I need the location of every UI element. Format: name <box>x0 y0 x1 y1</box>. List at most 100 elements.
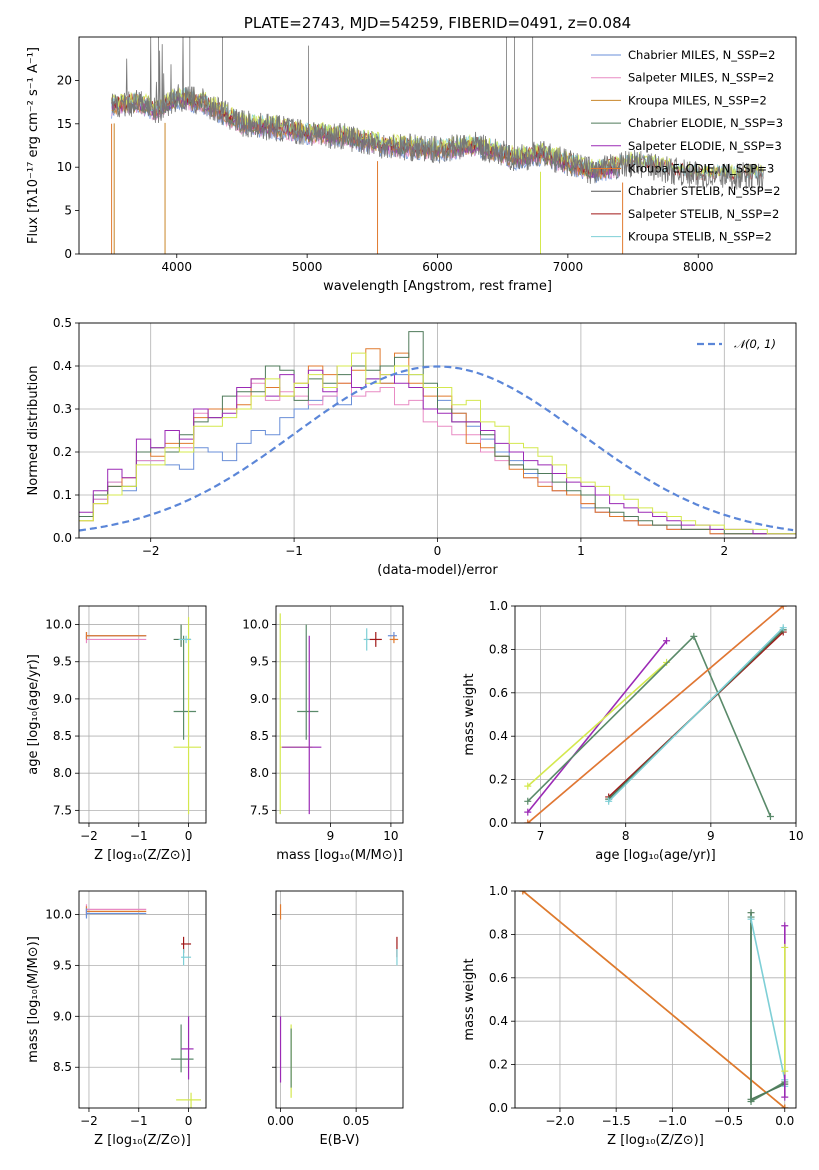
weight-marker <box>605 797 613 805</box>
axes-frame <box>78 890 207 1109</box>
legend-label: Kroupa MILES, N_SSP=2 <box>628 93 767 107</box>
x-axis-label: age [log₁₀(age/yr)] <box>595 848 716 863</box>
axes-frame <box>78 36 797 255</box>
errorbar-point <box>85 635 147 644</box>
errorbar-points <box>85 904 202 1108</box>
errorbar-point <box>173 617 202 815</box>
weight-series-line <box>527 661 668 787</box>
x-tick-label: 10 <box>383 829 398 843</box>
x-tick-label: 9 <box>707 829 715 843</box>
x-axis-label: Z [log₁₀(Z/Z⊙)] <box>94 1133 191 1148</box>
x-tick-label: −2 <box>142 544 160 558</box>
y-axis-label: mass [log₁₀(M/M⊙)] <box>26 936 41 1063</box>
axes-frame <box>514 605 797 824</box>
weight-series-line <box>608 627 784 802</box>
legend-label: 𝒩(0, 1) <box>734 337 776 351</box>
axes-frame <box>78 605 207 824</box>
weight-marker <box>781 1067 789 1075</box>
errorbar-point <box>389 635 399 644</box>
weight-marker <box>747 915 755 923</box>
x-tick-label: −1.5 <box>602 1114 631 1128</box>
x-tick-label: −2.0 <box>545 1114 574 1128</box>
axes-4: 7 8 9 10 0.0 0.2 0.4 0.6 0.8 1.0 age [log₁₀(age/yr… <box>462 599 804 863</box>
y-tick-label: 7.5 <box>53 803 72 817</box>
weight-marker <box>524 797 532 805</box>
y-tick-label: 0.6 <box>489 686 508 700</box>
weight-marker <box>766 812 774 820</box>
x-tick-label: 0.05 <box>343 1114 370 1128</box>
x-axis-label: Z [log₁₀(Z/Z⊙)] <box>94 848 191 863</box>
y-axis-label: mass weight <box>462 673 477 755</box>
y-tick-label: 0.0 <box>489 816 508 830</box>
legend-label: Salpeter MILES, N_SSP=2 <box>628 71 774 85</box>
errorbar-point <box>369 632 382 647</box>
weight-series-line <box>527 606 784 823</box>
legend-label: Chabrier STELIB, N_SSP=2 <box>628 184 780 198</box>
errorbar-point <box>176 1092 202 1108</box>
x-tick-label: 2 <box>720 544 728 558</box>
axes-5: −2 −1 0 8.5 9.0 9.5 10.0 Z [log₁₀(Z/Z⊙)] mass [l… <box>26 891 206 1148</box>
x-axis-label: E(B-V) <box>319 1133 359 1148</box>
x-axis-label: mass [log₁₀(M/M⊙)] <box>276 848 403 863</box>
y-tick-label: 10.0 <box>45 907 72 921</box>
y-tick-label: 0.2 <box>489 1058 508 1072</box>
legend-label: Chabrier ELODIE, N_SSP=3 <box>628 116 783 130</box>
y-tick-label: 10.0 <box>242 618 269 632</box>
weight-marker <box>779 624 787 632</box>
y-axis-label: Normed distribution <box>26 366 41 496</box>
x-tick-label: 7 <box>537 829 545 843</box>
legend-label: Salpeter ELODIE, N_SSP=3 <box>628 139 782 153</box>
weight-marker <box>519 891 527 895</box>
x-tick-label: 0.0 <box>775 1114 794 1128</box>
weight-series-line <box>527 640 668 813</box>
y-tick-label: 9.5 <box>53 958 72 972</box>
observed-spectrum-line <box>111 37 764 190</box>
y-tick-label: 0.8 <box>489 642 508 656</box>
weight-marker <box>781 943 789 951</box>
axes-3: 9 10 7.5 8.0 8.5 9.0 9.5 10.0 mass [log₁₀(M/M⊙)] <box>242 606 403 863</box>
y-tick-label: 0.5 <box>53 316 72 330</box>
weight-lines <box>519 891 789 1108</box>
y-tick-label: 0 <box>64 247 72 261</box>
y-tick-label: 0.4 <box>53 359 72 373</box>
y-tick-label: 0.4 <box>489 729 508 743</box>
weight-marker <box>524 808 532 816</box>
weight-marker <box>524 782 532 790</box>
axes-6: 0.00 0.05 E(B-V) <box>267 891 403 1148</box>
axes-1: −2 −1 0 1 2 0.0 0.1 0.2 0.3 0.4 0.5 (data-model)/er… <box>26 316 796 578</box>
axes-0: 4000 5000 6000 7000 8000 0 5 10 15 20 wavelength [… <box>26 47 714 294</box>
errorbar-point <box>363 628 370 651</box>
errorbar-point <box>85 632 147 640</box>
x-tick-label: −1.0 <box>658 1114 687 1128</box>
histogram-steps <box>79 331 796 535</box>
weight-marker <box>747 909 755 917</box>
legend-label: Kroupa STELIB, N_SSP=2 <box>628 230 772 244</box>
x-tick-label: 9 <box>327 829 335 843</box>
y-axis-label: Flux [fλ10⁻¹⁷ erg cm⁻² s⁻¹ A⁻¹] <box>26 47 41 244</box>
x-axis-label: Z [log₁₀(Z/Z⊙)] <box>607 1133 704 1148</box>
y-tick-label: 9.0 <box>250 692 269 706</box>
errorbar-point <box>181 1016 194 1080</box>
y-tick-label: 0.6 <box>489 971 508 985</box>
errorbar-point <box>85 908 147 919</box>
y-tick-label: 8.0 <box>250 766 269 780</box>
x-axis-label: wavelength [Angstrom, rest frame] <box>323 279 552 294</box>
weight-series-line <box>750 919 786 1087</box>
y-tick-label: 0.0 <box>489 1101 508 1115</box>
axes-7: −2.0 −1.5 −1.0 −0.5 0.0 0.0 0.2 0.4 0.6 0.8 1.0 Z [… <box>462 884 796 1148</box>
y-tick-label: 9.0 <box>53 692 72 706</box>
errorbar-point <box>181 949 192 966</box>
histogram-series <box>79 352 796 535</box>
y-tick-label: 10 <box>57 160 72 174</box>
y-tick-label: 0.0 <box>53 531 72 545</box>
y-tick-label: 1.0 <box>489 599 508 613</box>
x-tick-label: −1 <box>130 829 148 843</box>
weight-lines <box>524 606 787 823</box>
y-tick-label: 8.5 <box>53 1060 72 1074</box>
y-tick-label: 9.5 <box>53 655 72 669</box>
x-tick-label: 5000 <box>292 260 323 274</box>
x-tick-label: 4000 <box>161 260 192 274</box>
x-tick-label: 0 <box>185 829 193 843</box>
y-tick-label: 0.2 <box>489 773 508 787</box>
errorbar-point <box>178 635 192 644</box>
